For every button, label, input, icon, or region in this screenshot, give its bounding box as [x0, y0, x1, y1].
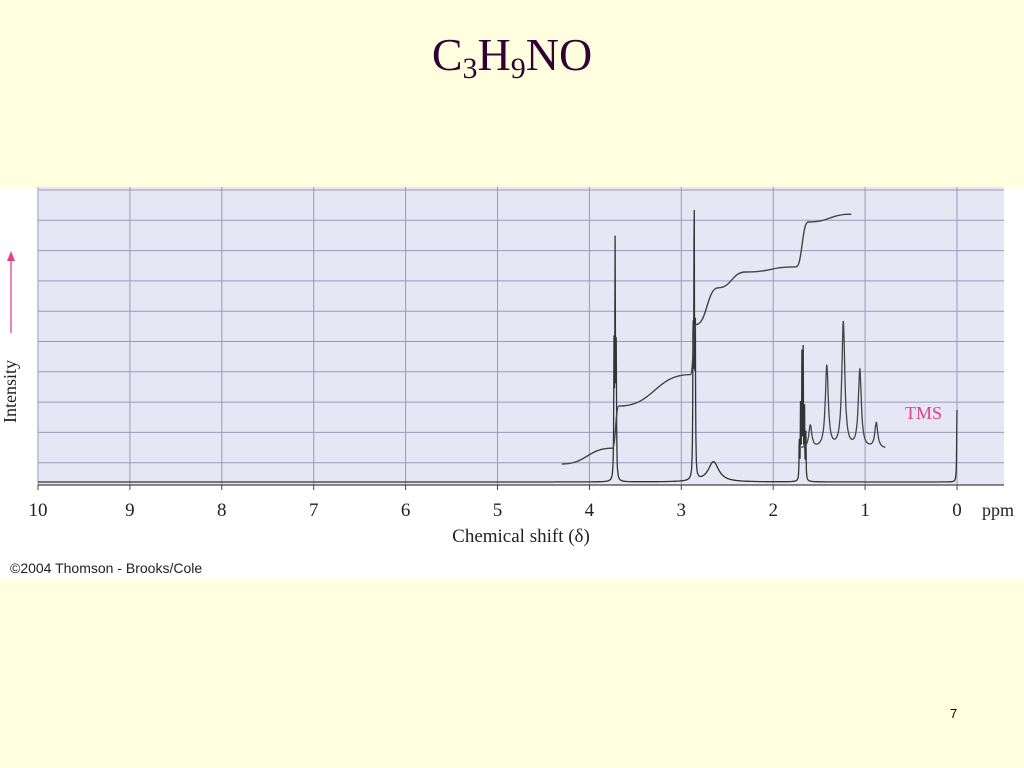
page-number: 7 [950, 706, 958, 721]
nmr-spectrum-figure: 10 9 8 7 6 5 4 3 2 1 0 ppm Chemical shift (δ) Inte… [0, 187, 1024, 580]
x-tick-label: 5 [493, 500, 503, 521]
slide-title: C3H9NO [431, 29, 593, 85]
x-tick-label: 10 [29, 500, 48, 521]
spectrum-trace [38, 209, 958, 483]
plot-background [38, 187, 1004, 485]
x-axis-ticks: 10 9 8 7 6 5 4 3 2 1 0 [29, 485, 962, 521]
x-tick-label: 9 [125, 500, 135, 521]
x-tick-label: 8 [217, 500, 227, 521]
x-axis-label: Chemical shift (δ) [452, 526, 590, 547]
integration-curve [561, 213, 852, 465]
x-axis-unit: ppm [982, 500, 1014, 520]
x-tick-label: 6 [401, 500, 411, 521]
y-axis-label: Intensity [0, 360, 20, 423]
copyright-notice: ©2004 Thomson - Brooks/Cole [10, 560, 203, 576]
x-tick-label: 2 [768, 500, 778, 521]
inset-multiplet [801, 320, 886, 449]
y-axis-arrow-head [7, 251, 15, 261]
nmr-chart: 10 9 8 7 6 5 4 3 2 1 0 ppm Chemical shift (δ) Inte… [0, 187, 1014, 547]
x-tick-label: 0 [952, 500, 962, 521]
x-tick-label: 7 [309, 500, 319, 521]
grid [37, 187, 1004, 485]
tms-annotation: TMS [905, 403, 942, 423]
x-tick-label: 4 [585, 500, 595, 521]
x-tick-label: 1 [860, 500, 870, 521]
x-tick-label: 3 [677, 500, 687, 521]
